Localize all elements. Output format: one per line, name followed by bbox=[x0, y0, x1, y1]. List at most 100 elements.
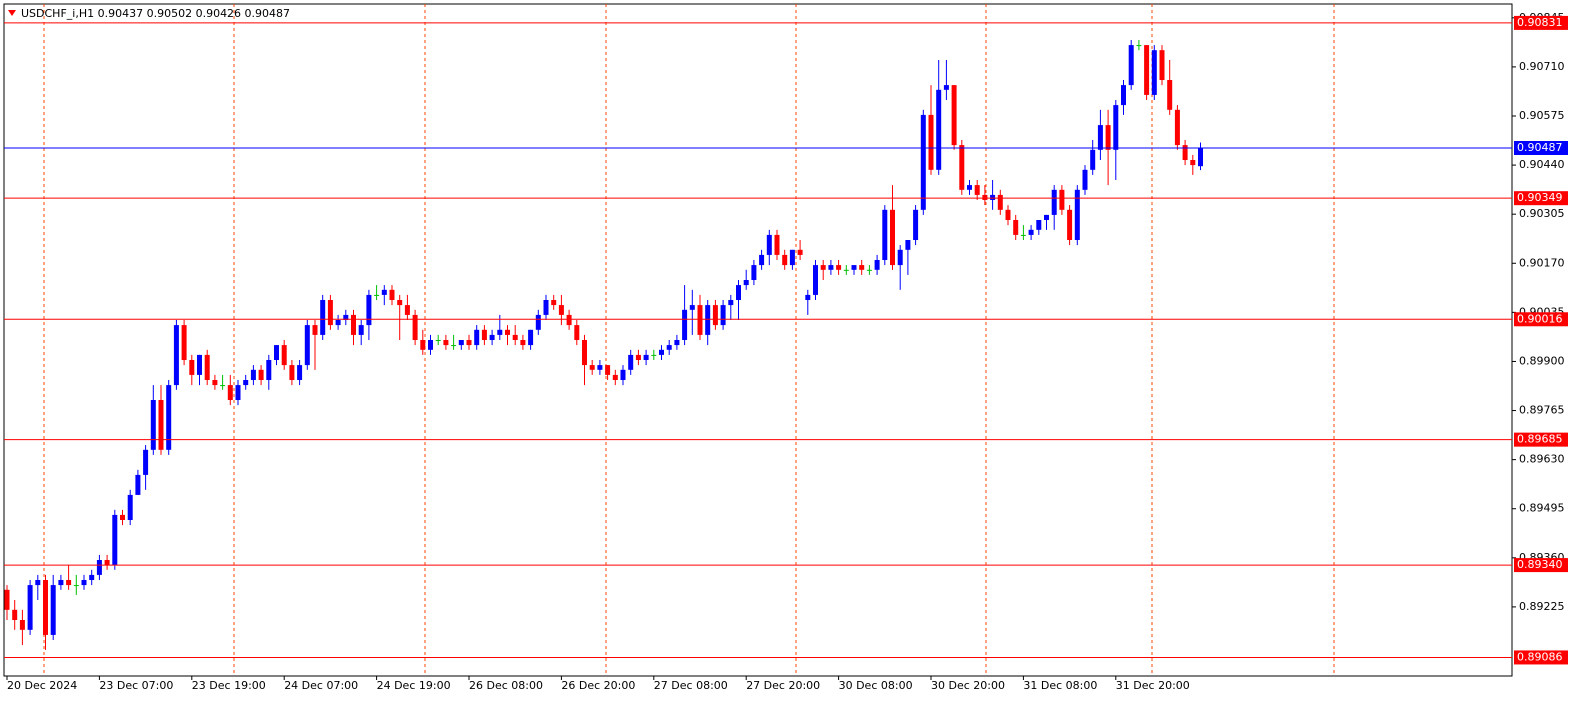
candle-body bbox=[227, 385, 233, 400]
x-tick-label: 24 Dec 19:00 bbox=[377, 679, 451, 692]
candle-body bbox=[189, 360, 195, 375]
level-label: 0.90831 bbox=[1517, 16, 1563, 29]
y-tick-label: 0.89900 bbox=[1519, 354, 1565, 367]
level-label-box bbox=[1514, 650, 1568, 665]
candle-body bbox=[505, 329, 510, 335]
candle-body bbox=[197, 354, 202, 375]
candle-body bbox=[1121, 85, 1126, 106]
candle-body bbox=[1020, 234, 1026, 236]
level-label: 0.89685 bbox=[1517, 433, 1563, 446]
menu-arrow[interactable] bbox=[8, 10, 16, 16]
candle-body bbox=[143, 449, 149, 475]
candle-body bbox=[589, 365, 595, 370]
candle-body bbox=[58, 580, 64, 586]
candle-body bbox=[1036, 220, 1042, 230]
candle-body bbox=[782, 254, 788, 266]
candle-body bbox=[1097, 125, 1103, 150]
candle-body bbox=[943, 85, 949, 90]
y-tick-label: 0.90305 bbox=[1519, 207, 1565, 220]
candle-body bbox=[628, 354, 634, 370]
candle-body bbox=[759, 254, 765, 266]
candle-body bbox=[974, 185, 980, 195]
level-label: 0.89340 bbox=[1517, 558, 1563, 571]
candle-body bbox=[135, 474, 141, 495]
candle-body bbox=[1074, 189, 1080, 240]
candle-body bbox=[73, 585, 79, 587]
candle-body bbox=[343, 314, 349, 320]
candle-body bbox=[127, 494, 133, 520]
y-tick-label: 0.90170 bbox=[1519, 256, 1565, 269]
candle-body bbox=[374, 294, 380, 296]
candle-body bbox=[1190, 160, 1196, 166]
candle-body bbox=[1159, 50, 1165, 80]
candle-body bbox=[951, 85, 957, 146]
candle-body bbox=[920, 114, 926, 210]
x-tick-label: 30 Dec 08:00 bbox=[839, 679, 913, 692]
candle-body bbox=[1028, 229, 1034, 235]
candle-body bbox=[643, 354, 649, 360]
level-label-box bbox=[1514, 191, 1568, 206]
candle-body bbox=[551, 300, 557, 306]
candle-body bbox=[836, 265, 842, 270]
level-label: 0.90016 bbox=[1517, 312, 1563, 325]
candle-body bbox=[605, 365, 611, 375]
candle-body bbox=[220, 385, 226, 387]
candle-body bbox=[843, 269, 849, 271]
candle-body bbox=[566, 314, 572, 326]
candle-body bbox=[620, 369, 626, 380]
level-label-box bbox=[1514, 312, 1568, 327]
candle-body bbox=[320, 300, 326, 335]
candle-body bbox=[35, 580, 41, 586]
candle-body bbox=[1182, 145, 1188, 160]
candle-body bbox=[466, 340, 472, 346]
candle-body bbox=[266, 360, 272, 380]
candle-body bbox=[335, 320, 341, 326]
candle-body bbox=[428, 340, 433, 350]
candle-body bbox=[489, 334, 495, 340]
candle-body bbox=[1013, 220, 1019, 235]
candle-body bbox=[813, 265, 818, 295]
x-tick-label: 30 Dec 20:00 bbox=[931, 679, 1005, 692]
candle-body bbox=[897, 249, 903, 266]
candle-body bbox=[805, 294, 811, 300]
candle-body bbox=[312, 325, 318, 335]
candle-body bbox=[404, 305, 410, 315]
candle-body bbox=[474, 329, 480, 346]
candle-body bbox=[4, 589, 10, 610]
last-price-label: 0.90487 bbox=[1517, 141, 1563, 154]
x-tick-label: 27 Dec 20:00 bbox=[746, 679, 820, 692]
candle-body bbox=[1136, 45, 1142, 47]
candle-body bbox=[928, 114, 934, 170]
candle-body bbox=[635, 354, 641, 360]
candle-body bbox=[1082, 169, 1088, 190]
candle-body bbox=[1067, 209, 1073, 240]
candle-body bbox=[1051, 189, 1057, 215]
candle-body bbox=[528, 329, 534, 346]
last-price-label-box bbox=[1514, 141, 1568, 155]
candle-body bbox=[720, 305, 726, 326]
candle-body bbox=[1005, 209, 1011, 220]
candle-body bbox=[982, 194, 988, 200]
y-tick-label: 0.90440 bbox=[1519, 158, 1565, 171]
y-tick-label: 0.89630 bbox=[1519, 453, 1565, 466]
y-tick-label: 0.90575 bbox=[1519, 109, 1565, 122]
candle-body bbox=[1128, 45, 1134, 86]
candle-body bbox=[150, 400, 156, 450]
candle-body bbox=[1198, 148, 1203, 167]
candle-body bbox=[766, 234, 772, 255]
candle-body bbox=[674, 340, 680, 346]
candle-body bbox=[651, 354, 657, 356]
candle-body bbox=[543, 300, 549, 315]
candle-body bbox=[12, 609, 18, 620]
candle-body bbox=[682, 309, 688, 340]
candle-body bbox=[558, 305, 564, 315]
x-tick-label: 31 Dec 08:00 bbox=[1023, 679, 1097, 692]
candle-body bbox=[882, 209, 888, 260]
candle-body bbox=[281, 345, 287, 366]
candle-body bbox=[866, 269, 872, 271]
candle-body bbox=[50, 585, 56, 635]
candle-body bbox=[1144, 45, 1150, 95]
candle-body bbox=[412, 314, 418, 340]
candle-body bbox=[289, 365, 295, 380]
candle-body bbox=[420, 340, 426, 350]
